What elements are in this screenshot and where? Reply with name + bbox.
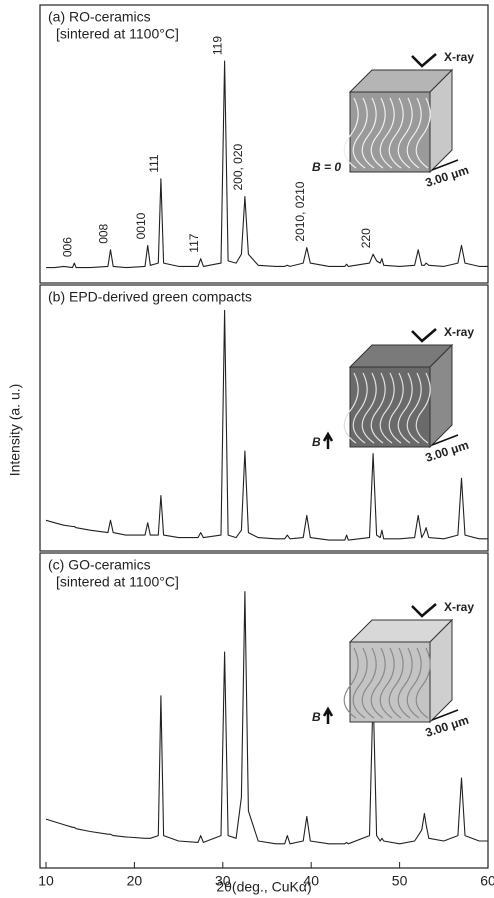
field-label: B <box>312 435 321 449</box>
xray-label: X-ray <box>444 325 474 339</box>
peak-label: 111 <box>147 154 161 173</box>
figure: (a) RO-ceramics[sintered at 1100°C]00600… <box>0 0 494 898</box>
y-axis-label: Intensity (a. u.) <box>7 384 23 477</box>
peak-label: 117 <box>187 233 201 252</box>
x-tick-label: 10 <box>38 873 54 889</box>
field-arrow <box>324 709 332 724</box>
panel-subtitle: [sintered at 1100°C] <box>56 574 179 590</box>
peak-label: 119 <box>211 36 225 55</box>
x-tick-label: 20 <box>127 873 143 889</box>
peak-label: 008 <box>97 223 111 243</box>
xray-label: X-ray <box>444 50 474 64</box>
field-label: B <box>312 710 321 724</box>
peak-label: 0010 <box>134 212 148 239</box>
panel-title: (b) EPD-derived green compacts <box>48 289 252 305</box>
x-tick-label: 50 <box>392 873 408 889</box>
xray-arrow <box>412 329 436 341</box>
peak-label: 220 <box>359 228 373 248</box>
panel-title: (a) RO-ceramics <box>48 9 151 25</box>
panel-title: (c) GO-ceramics <box>48 557 151 573</box>
panel-subtitle: [sintered at 1100°C] <box>56 26 179 42</box>
peak-label: 006 <box>60 237 74 257</box>
field-arrow <box>324 434 332 449</box>
x-axis-label: 2θ(deg., CuKα) <box>216 879 311 895</box>
xray-arrow <box>412 604 436 616</box>
peak-label: 200, 020 <box>231 143 245 190</box>
field-label: B = 0 <box>312 160 341 174</box>
peak-label: 2010, 0210 <box>293 181 307 241</box>
x-tick-label: 60 <box>480 873 494 889</box>
xray-label: X-ray <box>444 600 474 614</box>
xray-arrow <box>412 54 436 66</box>
